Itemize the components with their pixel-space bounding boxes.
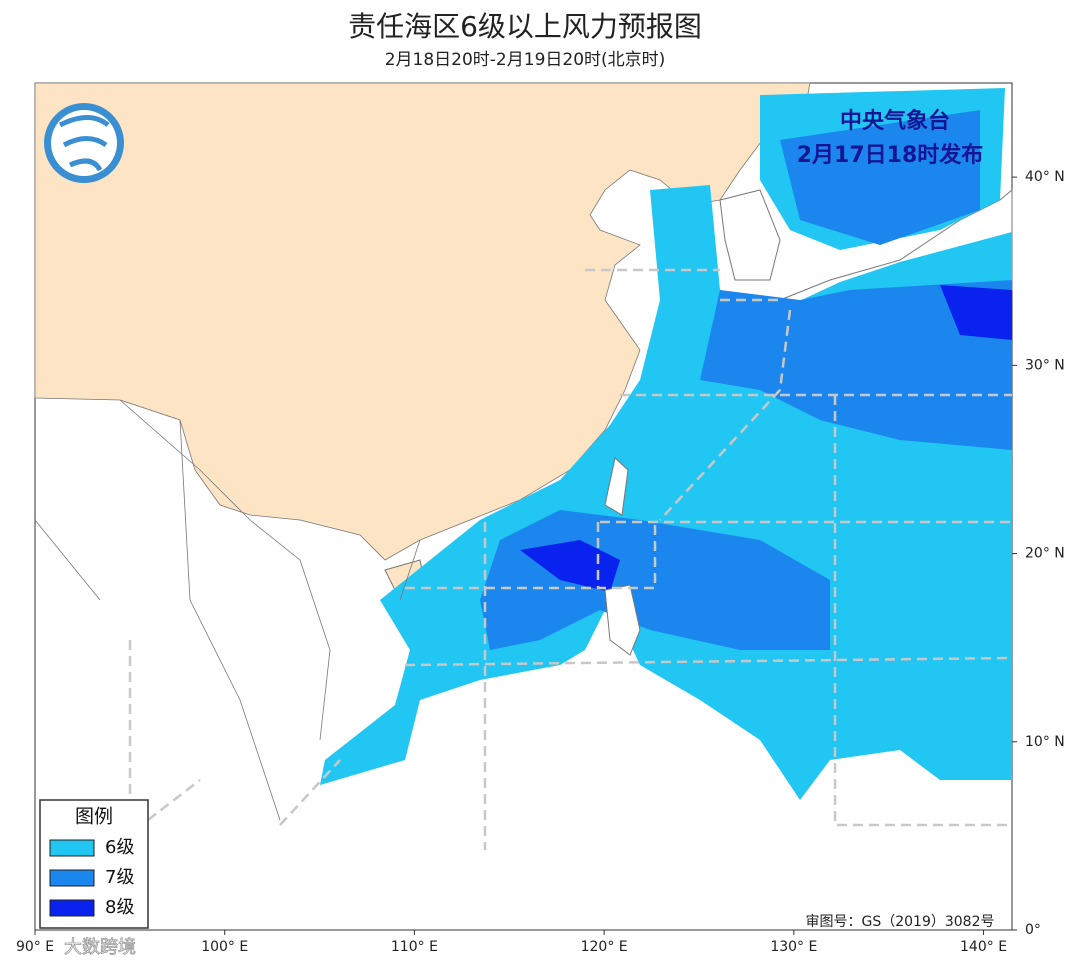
map [34, 82, 1013, 931]
subtitle: 2月18日20时-2月19日20时(北京时) [385, 50, 666, 70]
watermark: 大数跨境 [64, 937, 136, 958]
wind-7-sea [780, 110, 980, 245]
lon-label: 100° E [201, 939, 248, 955]
title: 责任海区6级以上风力预报图 [348, 10, 702, 43]
issuer-time: 2月17日18时发布 [797, 142, 984, 168]
lon-label: 120° E [581, 939, 628, 955]
approval: 审图号：GS（2019）3082号 [806, 914, 995, 930]
legend-swatch [49, 899, 95, 917]
borders [34, 399, 421, 821]
taiwan [604, 457, 629, 516]
legend: 图例 6级 7级 8级 [39, 799, 149, 929]
legend-label: 8级 [105, 897, 134, 918]
lon-label: 130° E [770, 939, 817, 955]
lat-label: 20° N [1025, 546, 1065, 562]
logo [44, 103, 124, 183]
legend-swatch [49, 839, 95, 857]
lat-label: 0° [1025, 922, 1041, 938]
lon-label: 110° E [391, 939, 438, 955]
legend-swatch [49, 869, 95, 887]
legend-label: 7级 [105, 867, 134, 888]
lon-label: 140° E [960, 939, 1007, 955]
lon-label: 90° E [16, 939, 54, 955]
lat-label: 30° N [1025, 357, 1065, 373]
china-land [34, 82, 811, 561]
wind-8 [940, 285, 1012, 340]
korea [719, 189, 781, 281]
luzon [604, 584, 641, 656]
lat-label: 10° N [1025, 734, 1065, 750]
wind-7 [700, 280, 1012, 450]
issuer-name: 中央气象台 [840, 108, 950, 134]
legend-label: 6级 [105, 837, 134, 858]
legend-title: 图例 [75, 806, 113, 828]
zone-lines [128, 268, 1013, 850]
lat-label: 40° N [1025, 169, 1065, 185]
wind-8-south [520, 540, 620, 592]
